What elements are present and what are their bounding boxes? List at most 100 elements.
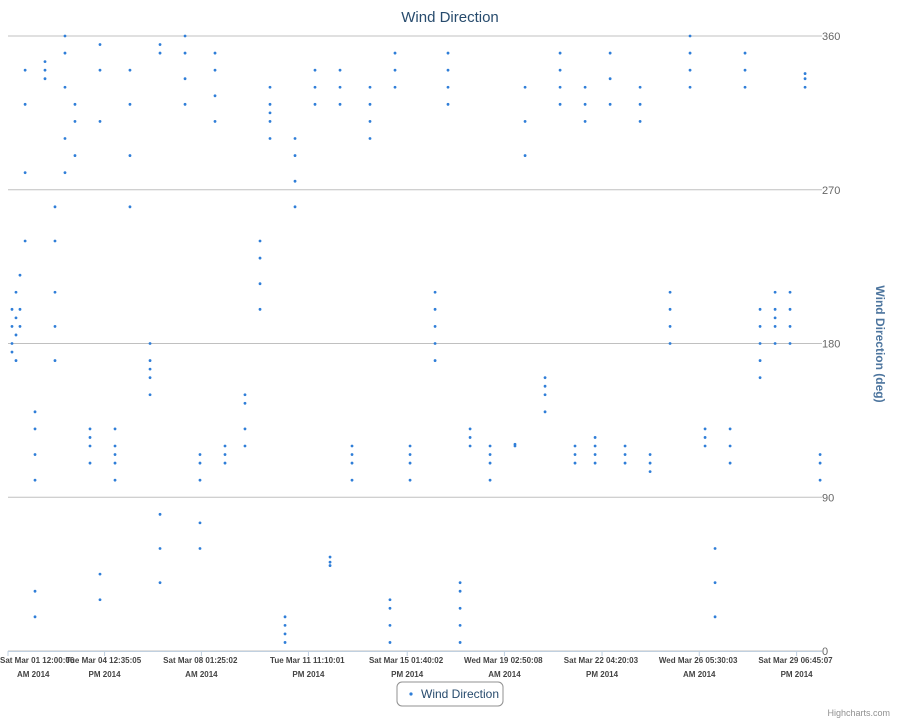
point xyxy=(623,461,627,465)
point xyxy=(268,120,272,123)
point xyxy=(33,589,37,593)
point xyxy=(258,239,262,243)
point xyxy=(468,436,472,439)
point xyxy=(408,453,412,456)
x-tick-label: Tue Mar 04 12:35:05 PM 2014 xyxy=(66,656,144,679)
point xyxy=(803,77,807,81)
point xyxy=(243,427,247,431)
point xyxy=(758,376,762,380)
point xyxy=(158,512,162,516)
legend-item[interactable]: Wind Direction xyxy=(396,681,504,707)
point xyxy=(773,316,777,320)
point xyxy=(433,307,437,311)
point xyxy=(593,453,597,456)
point xyxy=(583,120,587,123)
point xyxy=(758,325,762,328)
point xyxy=(593,436,597,439)
point xyxy=(558,51,562,55)
point xyxy=(638,120,642,123)
point xyxy=(213,51,217,55)
point xyxy=(408,444,412,448)
point xyxy=(788,325,792,328)
point xyxy=(388,598,392,602)
point xyxy=(283,615,287,619)
point xyxy=(573,461,577,465)
point xyxy=(513,442,517,446)
point xyxy=(258,256,262,260)
point xyxy=(713,615,717,619)
point xyxy=(128,68,132,72)
point xyxy=(788,342,792,345)
point xyxy=(243,393,247,397)
point xyxy=(43,77,47,81)
chart-title: Wind Direction xyxy=(401,9,499,26)
point xyxy=(668,307,672,311)
point xyxy=(623,444,627,448)
point xyxy=(243,401,247,405)
point xyxy=(433,359,437,362)
point xyxy=(773,325,777,328)
y-tick-label: 0 xyxy=(822,646,828,658)
point xyxy=(53,290,57,294)
point xyxy=(63,137,67,140)
point xyxy=(128,154,132,157)
point xyxy=(446,85,450,89)
point xyxy=(713,547,717,550)
point xyxy=(446,68,450,72)
point xyxy=(128,205,132,209)
point xyxy=(350,444,354,448)
point xyxy=(388,641,392,644)
point xyxy=(23,68,27,72)
point xyxy=(368,120,372,123)
point xyxy=(10,325,14,328)
point xyxy=(128,102,132,106)
point xyxy=(388,606,392,610)
point xyxy=(668,325,672,328)
x-tick-label: Sat Mar 08 01:25:02 AM 2014 xyxy=(163,656,240,679)
point xyxy=(158,581,162,585)
point xyxy=(73,154,77,157)
point xyxy=(293,137,297,140)
point xyxy=(593,461,597,465)
point xyxy=(313,68,317,72)
point xyxy=(350,478,354,482)
point xyxy=(558,85,562,89)
point xyxy=(803,72,807,75)
point xyxy=(668,342,672,345)
point xyxy=(213,94,217,98)
point xyxy=(350,461,354,465)
point xyxy=(148,359,152,362)
point xyxy=(728,427,732,431)
point xyxy=(113,427,117,431)
point xyxy=(488,478,492,482)
point xyxy=(243,444,247,448)
x-tick-label: Sat Mar 01 12:00:06 AM 2014 xyxy=(0,656,77,679)
y-axis-title: Wind Direction (deg) xyxy=(873,285,887,402)
point xyxy=(758,342,762,345)
point xyxy=(583,102,587,106)
point xyxy=(73,102,77,106)
point xyxy=(458,606,462,610)
point xyxy=(368,137,372,140)
point xyxy=(743,68,747,72)
point xyxy=(328,555,332,559)
point xyxy=(14,333,18,337)
point xyxy=(73,120,77,123)
point xyxy=(18,307,22,311)
y-tick-label: 360 xyxy=(822,31,840,43)
point xyxy=(183,102,187,106)
y-tick-label: 90 xyxy=(822,492,834,504)
point xyxy=(648,461,652,465)
point xyxy=(43,60,47,64)
point xyxy=(10,307,14,311)
point xyxy=(53,359,57,362)
point xyxy=(743,85,747,89)
point xyxy=(213,68,217,72)
point xyxy=(703,444,707,448)
x-tick-label: Sat Mar 22 04:20:03 PM 2014 xyxy=(564,656,641,679)
point xyxy=(313,102,317,106)
point xyxy=(583,85,587,89)
point xyxy=(258,307,262,311)
point xyxy=(148,376,152,380)
point xyxy=(14,290,18,294)
